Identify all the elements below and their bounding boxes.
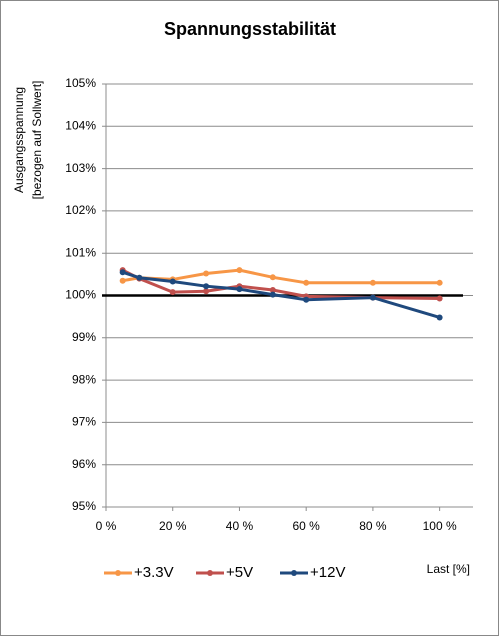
data-point <box>136 274 143 281</box>
y-tick-label: 103% <box>65 161 96 175</box>
data-point <box>236 286 243 293</box>
y-tick-label: 105% <box>65 76 96 90</box>
data-point <box>369 279 376 286</box>
data-point <box>436 279 443 286</box>
y-axis-label: [bezogen auf Sollwert] <box>30 81 44 200</box>
y-tick-label: 100% <box>65 288 96 302</box>
x-tick-label: 20 % <box>159 519 187 533</box>
x-tick-label: 40 % <box>226 519 254 533</box>
x-tick-label: 100 % <box>423 519 457 533</box>
data-point <box>369 294 376 301</box>
data-point <box>303 279 310 286</box>
x-axis-label: Last [%] <box>427 562 470 576</box>
data-point <box>269 291 276 298</box>
data-point <box>203 270 210 277</box>
data-point <box>436 295 443 302</box>
y-tick-label: 95% <box>72 499 96 513</box>
legend-label: +3.3V <box>134 564 174 581</box>
y-tick-label: 98% <box>72 372 96 386</box>
legend-marker <box>207 570 213 576</box>
y-tick-label: 102% <box>65 203 96 217</box>
y-tick-label: 104% <box>65 118 96 132</box>
data-point <box>203 288 210 295</box>
data-point <box>269 274 276 281</box>
x-tick-label: 0 % <box>96 519 117 533</box>
x-tick-label: 80 % <box>359 519 387 533</box>
data-point <box>236 267 243 274</box>
legend-marker <box>115 570 121 576</box>
y-axis-label: Ausgangsspannung <box>12 87 26 193</box>
data-point <box>269 287 276 294</box>
legend-label: +12V <box>310 564 345 581</box>
y-tick-label: 97% <box>72 415 96 429</box>
data-point <box>169 278 176 285</box>
data-point <box>436 314 443 321</box>
data-point <box>203 283 210 290</box>
chart-title: Spannungsstabilität <box>164 19 336 39</box>
data-point <box>119 277 126 284</box>
y-tick-label: 99% <box>72 330 96 344</box>
data-point <box>119 269 126 276</box>
y-tick-label: 101% <box>65 245 96 259</box>
x-tick-label: 60 % <box>293 519 321 533</box>
legend-marker <box>291 570 297 576</box>
y-tick-label: 96% <box>72 457 96 471</box>
legend-label: +5V <box>226 564 253 581</box>
data-point <box>303 296 310 303</box>
data-point <box>169 289 176 296</box>
